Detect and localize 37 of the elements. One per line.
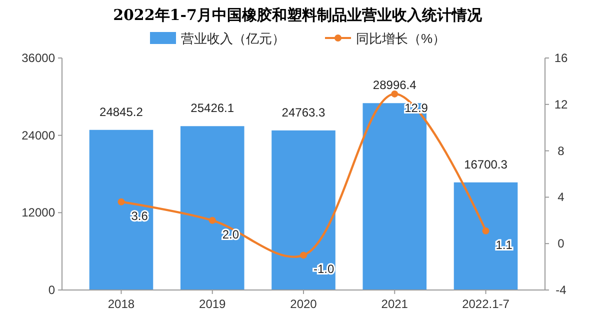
x-tick-label: 2022.1-7 bbox=[462, 297, 510, 311]
data-label: 24845.2 bbox=[100, 104, 144, 119]
y2-tick-label: 8 bbox=[558, 144, 565, 158]
y2-tick-label: 0 bbox=[558, 236, 565, 251]
point bbox=[300, 252, 307, 259]
x-tick-label: 2021 bbox=[381, 297, 408, 311]
y2-tick-label: 16 bbox=[554, 51, 568, 65]
legend-label: 营业收入（亿元） bbox=[181, 31, 285, 46]
bar bbox=[180, 126, 244, 290]
point bbox=[391, 90, 398, 98]
data-label: 24763.3 bbox=[282, 105, 326, 120]
data-label: 2.0 bbox=[222, 227, 240, 242]
x-tick-label: 2018 bbox=[108, 297, 135, 311]
y-tick-label: 36000 bbox=[22, 51, 56, 65]
point bbox=[208, 216, 216, 224]
x-tick-label: 2019 bbox=[199, 297, 226, 311]
y2-tick-label: 12 bbox=[554, 97, 568, 112]
data-label: 1.1 bbox=[496, 238, 513, 252]
y2-tick-label: -4 bbox=[556, 283, 567, 297]
x-tick-label: 2020 bbox=[290, 297, 318, 311]
bar bbox=[89, 130, 154, 290]
bar bbox=[454, 182, 518, 290]
y-tick-label: 0 bbox=[48, 283, 56, 297]
point bbox=[118, 198, 125, 206]
point bbox=[482, 227, 490, 234]
data-label: 3.6 bbox=[131, 208, 148, 223]
bar bbox=[362, 103, 427, 290]
bar bbox=[272, 130, 336, 290]
chart-title: 2022年1-7月中国橡胶和塑料制品业营业收入统计情况 bbox=[113, 6, 483, 24]
data-label: 16700.3 bbox=[464, 157, 508, 172]
data-label: 25426.1 bbox=[190, 101, 234, 116]
y2-tick-label: 4 bbox=[558, 190, 565, 204]
y-tick-label: 12000 bbox=[22, 206, 56, 220]
data-label: 28996.4 bbox=[372, 78, 417, 92]
legend-label: 同比增长（%） bbox=[356, 31, 446, 46]
y-tick-label: 24000 bbox=[22, 128, 56, 142]
data-label: -1.0 bbox=[314, 262, 335, 276]
